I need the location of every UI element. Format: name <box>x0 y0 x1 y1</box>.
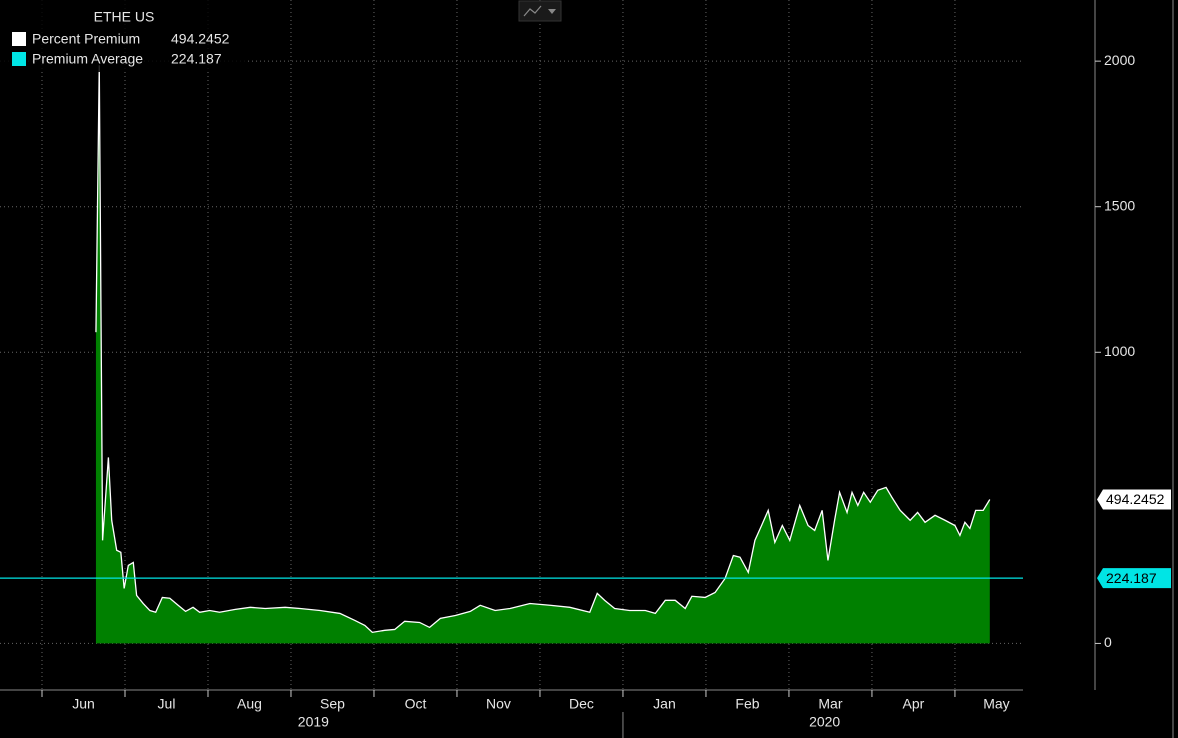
x-tick-label: Apr <box>903 696 925 712</box>
button-arrow <box>548 9 556 14</box>
y-tick-label: 0 <box>1104 634 1112 650</box>
x-tick-label: Sep <box>320 696 345 712</box>
x-tick-label: Jul <box>158 696 176 712</box>
value-box-label: 494.2452 <box>1106 491 1165 507</box>
x-tick-label: Mar <box>818 696 842 712</box>
line <box>95 65 991 634</box>
legend-label: Premium Average <box>32 51 143 67</box>
value-box <box>1097 568 1171 589</box>
x-tick-label: Jan <box>653 696 676 712</box>
legend-label: Percent Premium <box>32 31 140 47</box>
x-tick-label: Oct <box>405 696 427 712</box>
y-tick-label: 2000 <box>1104 52 1135 68</box>
x-tick-label: Aug <box>237 696 262 712</box>
legend-swatch <box>12 52 26 66</box>
x-tick-label: Jun <box>72 696 95 712</box>
legend-value: 224.187 <box>171 51 222 67</box>
legend-bg <box>0 0 245 72</box>
x-tick-label: Nov <box>486 696 511 712</box>
chart-type-button[interactable] <box>518 0 562 22</box>
y-tick-label: 1500 <box>1104 197 1135 213</box>
x-tick-label: Dec <box>569 696 594 712</box>
legend-title: ETHE US <box>94 9 155 25</box>
x-tick-label: May <box>983 696 1009 712</box>
button-frame[interactable] <box>518 0 562 22</box>
area <box>95 65 990 644</box>
year-label: 2020 <box>809 714 840 730</box>
y-tick-label: 1000 <box>1104 343 1135 359</box>
year-label: 2019 <box>298 714 329 730</box>
legend: ETHE US Percent Premium 494.2452 Premium Av… <box>0 0 245 72</box>
legend-value: 494.2452 <box>171 31 230 47</box>
x-tick-label: Feb <box>735 696 759 712</box>
value-box-label: 224.187 <box>1106 570 1157 586</box>
legend-swatch <box>12 32 26 46</box>
button-icon <box>523 5 542 17</box>
value-box <box>1097 489 1171 510</box>
